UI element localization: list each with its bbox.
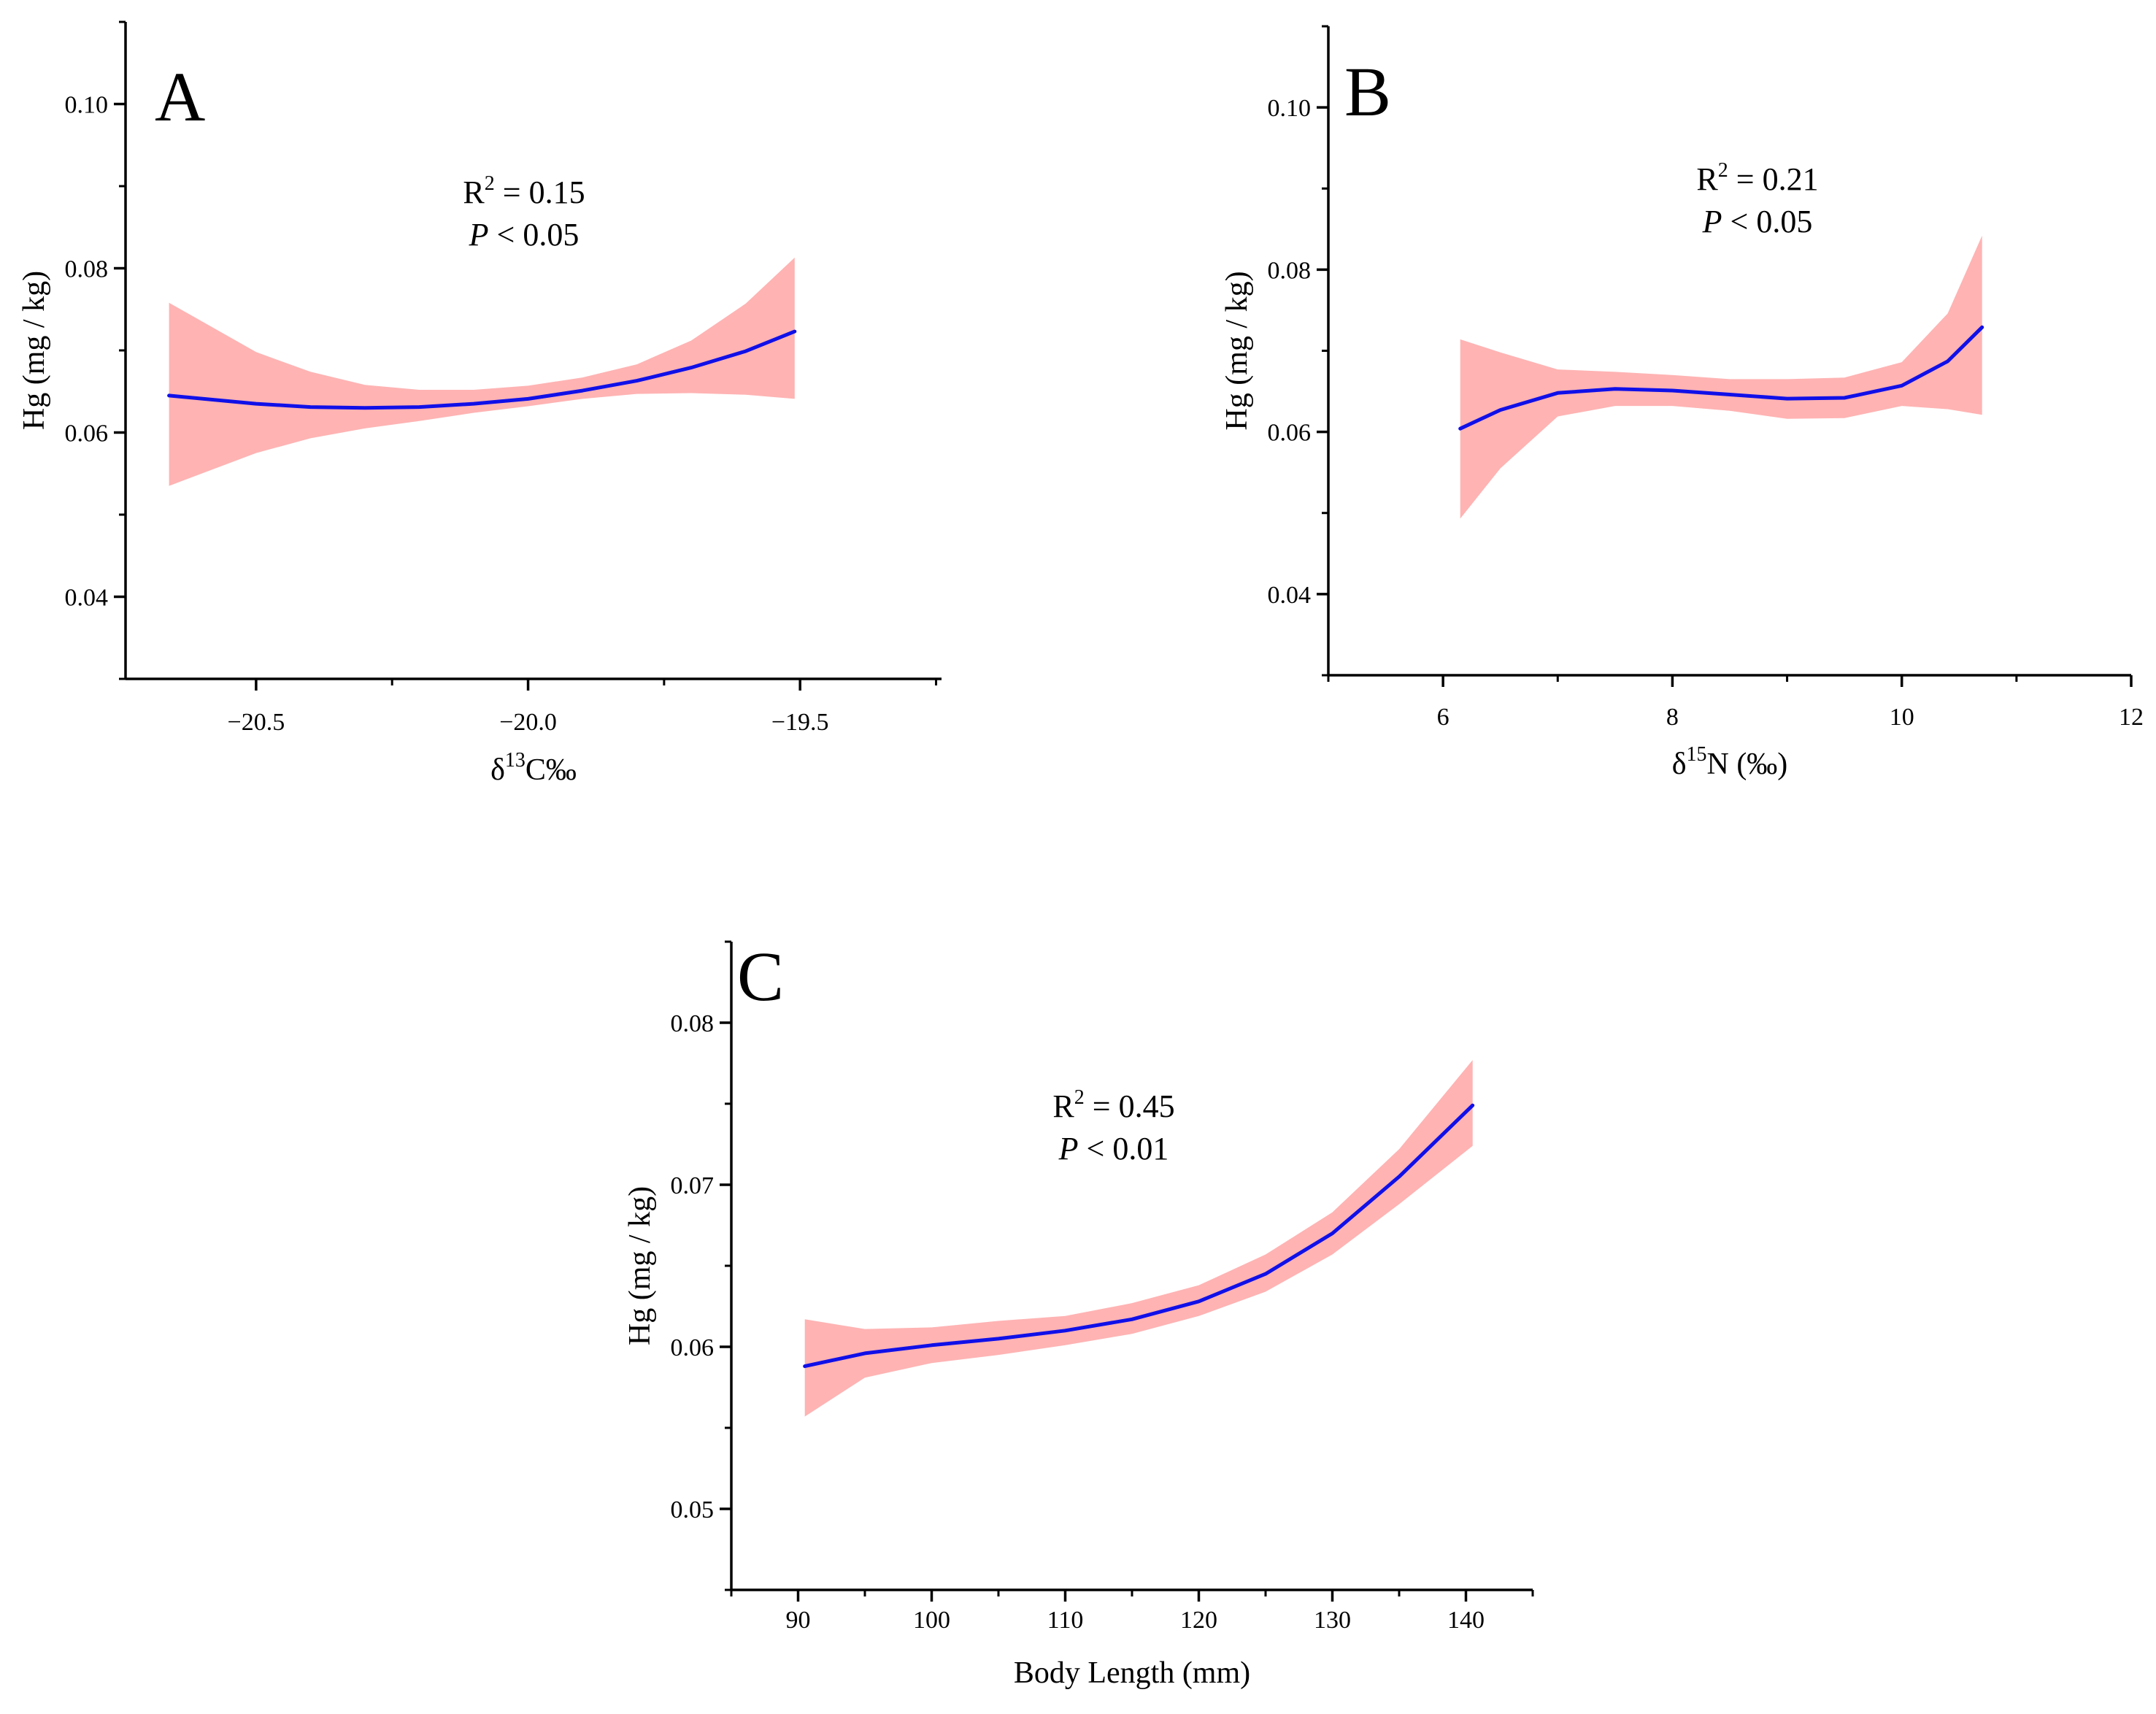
r-squared-label-c: R2 = 0.45 [1052, 1086, 1174, 1124]
r-squared-value-a: = 0.15 [495, 174, 585, 210]
y-tick-label-b: 0.10 [1268, 95, 1312, 122]
x-axis-title-c: Body Length (mm) [1014, 1656, 1250, 1690]
y-axis-title-a: Hg (mg / kg) [18, 271, 51, 430]
p-symbol-c: P [1058, 1131, 1079, 1167]
y-tick-label-b: 0.08 [1268, 257, 1312, 284]
x-tick-label-b: 10 [1890, 704, 1914, 731]
panel-a: 0.04 0.06 0.08 0.10 −20.5 −20.0 −19.5 Hg (mg / … [18, 20, 942, 787]
x-axis-title-prefix-b: δ [1672, 748, 1687, 781]
y-tick-label-a: 0.04 [65, 585, 109, 612]
x-tick-label-c: 110 [1047, 1607, 1084, 1634]
r-squared-value-c: = 0.45 [1085, 1088, 1175, 1124]
r-squared-sup-c: 2 [1074, 1086, 1085, 1109]
p-value-label-b: P < 0.05 [1702, 204, 1813, 239]
p-value-a: < 0.05 [489, 217, 580, 253]
panel-b: 0.04 0.06 0.08 0.10 6 8 10 12 Hg (mg / kg) δ15N (… [1220, 25, 2144, 781]
x-tick-label-c: 120 [1180, 1607, 1217, 1634]
x-axis-title-suffix-a: C‰ [525, 753, 577, 787]
fit-line-a [167, 329, 797, 410]
p-value-b: < 0.05 [1722, 204, 1813, 239]
x-axis-title-sup-a: 13 [505, 749, 525, 772]
x-axis-title-b: δ15N (‰) [1672, 743, 1788, 781]
p-symbol-b: P [1702, 204, 1722, 239]
r-squared-prefix-a: R [463, 174, 485, 210]
y-axis-title-b: Hg (mg / kg) [1220, 271, 1254, 430]
panel-letter-c: C [737, 937, 784, 1015]
y-tick-label-c: 0.08 [671, 1010, 715, 1037]
x-tick-label-b: 8 [1666, 704, 1679, 731]
x-tick-label-c: 140 [1447, 1607, 1485, 1634]
y-tick-label-a: 0.08 [65, 256, 109, 283]
r-squared-label-a: R2 = 0.15 [463, 172, 585, 210]
x-tick-label-c: 90 [786, 1607, 811, 1634]
p-symbol-a: P [469, 217, 489, 253]
panel-letter-a: A [155, 58, 205, 136]
r-squared-label-b: R2 = 0.21 [1696, 159, 1818, 197]
x-tick-label-a: −20.5 [228, 709, 285, 736]
x-tick-label-b: 12 [2119, 704, 2144, 731]
p-value-c: < 0.01 [1079, 1131, 1169, 1167]
x-axis-title-prefix-a: δ [490, 753, 505, 787]
x-tick-label-c: 130 [1314, 1607, 1351, 1634]
r-squared-sup-a: 2 [485, 172, 495, 195]
x-axis-title-prefix-c: Body Length (mm) [1014, 1656, 1250, 1690]
p-value-label-c: P < 0.01 [1058, 1131, 1169, 1167]
y-tick-label-c: 0.06 [671, 1334, 715, 1361]
r-squared-value-b: = 0.21 [1728, 161, 1819, 197]
x-axis-title-sup-b: 15 [1686, 743, 1706, 766]
x-tick-label-a: −19.5 [771, 709, 829, 736]
x-tick-label-c: 100 [913, 1607, 950, 1634]
panel-letter-b: B [1344, 53, 1391, 131]
r-squared-sup-b: 2 [1718, 159, 1728, 182]
y-tick-label-b: 0.06 [1268, 420, 1312, 447]
y-tick-label-a: 0.06 [65, 420, 109, 447]
panel-c: 0.05 0.06 0.07 0.08 90 100 110 120 130 140 Hg (mg … [623, 937, 1534, 1690]
y-tick-label-b: 0.04 [1268, 582, 1312, 609]
r-squared-prefix-b: R [1696, 161, 1718, 197]
confidence-band-a [169, 257, 795, 486]
y-tick-label-a: 0.10 [65, 92, 109, 119]
x-axis-title-suffix-b: N (‰) [1706, 748, 1787, 781]
x-axis-title-a: δ13C‰ [490, 749, 577, 787]
y-axis-title-c: Hg (mg / kg) [623, 1186, 657, 1345]
confidence-band-b [1460, 235, 1982, 519]
x-tick-label-b: 6 [1437, 704, 1449, 731]
p-value-label-a: P < 0.05 [469, 217, 580, 253]
confidence-band-c [804, 1060, 1473, 1417]
fit-line-c [803, 1103, 1475, 1369]
x-tick-label-a: −20.0 [499, 709, 557, 736]
y-tick-label-c: 0.07 [671, 1172, 715, 1199]
r-squared-prefix-c: R [1052, 1088, 1074, 1124]
fit-line-b [1458, 325, 1984, 431]
y-tick-label-c: 0.05 [671, 1496, 715, 1523]
